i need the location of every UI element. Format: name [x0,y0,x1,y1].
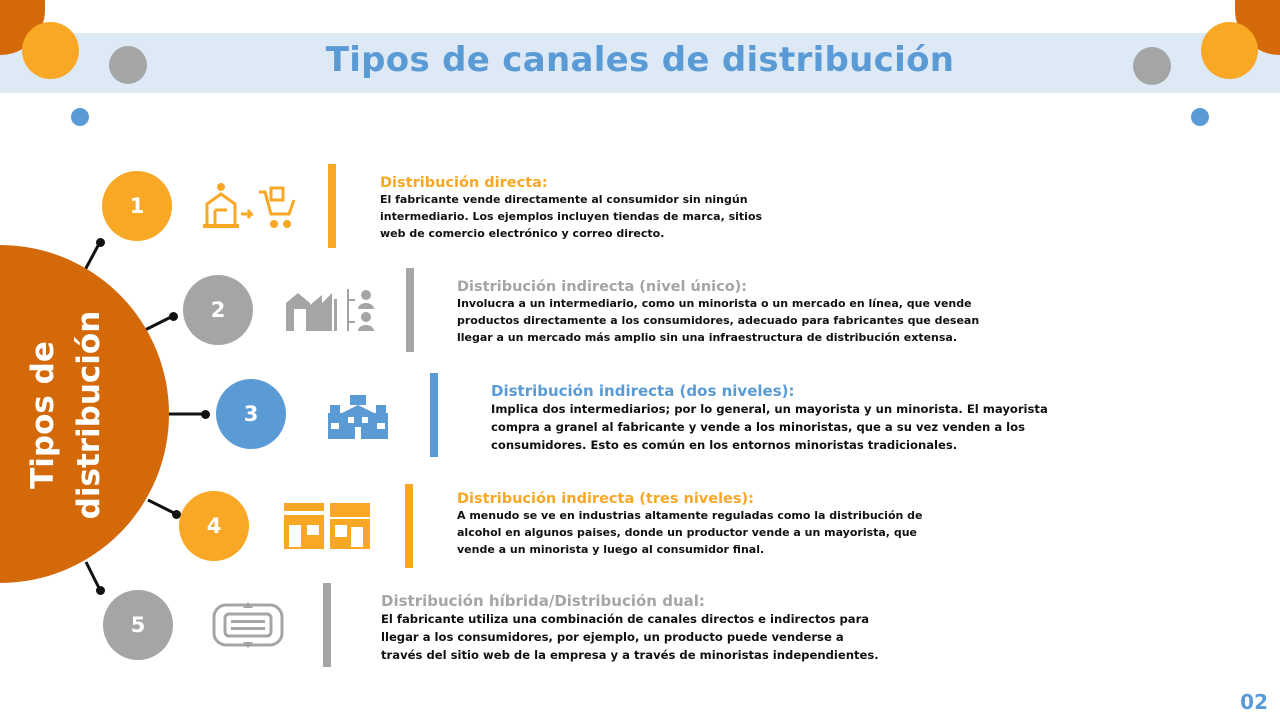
item-4: Distribución indirecta (tres niveles): A… [457,491,1117,558]
decor-circle [71,108,89,126]
page-title: Tipos de canales de distribución [325,40,955,80]
accent-bar [430,373,438,457]
factory-to-people-icon [286,289,374,331]
item-1: Distribución directa: El fabricante vend… [380,175,940,242]
page-number: 02 [1240,690,1268,714]
step-number-1: 1 [102,171,172,241]
item-title: Distribución directa: [380,175,548,191]
connector-dot [96,586,105,595]
hub-label-line2: distribución [71,310,107,520]
header-band [0,33,1280,93]
decor-circle [1191,108,1209,126]
decor-circle [109,46,147,84]
item-5: Distribución híbrida/Distribución dual: … [381,592,1081,664]
connector-dot [169,312,178,321]
step-number-4: 4 [179,491,249,561]
item-body: El fabricante vende directamente al cons… [380,193,763,240]
decor-circle [22,22,79,79]
accent-bar [405,484,413,568]
item-body: A menudo se ve en industrias altamente r… [457,509,923,556]
hybrid-channels-icon [212,602,284,648]
storefronts-icon [284,503,370,549]
decor-circle [1133,47,1171,85]
item-body: Implica dos intermediarios; por lo gener… [491,402,1048,452]
item-2: Distribución indirecta (nivel único): In… [457,279,1157,346]
factory-to-cart-icon [203,183,296,228]
item-body: Involucra a un intermediario, como un mi… [457,297,980,344]
connector-dot [201,410,210,419]
hub-label: Tipos de distribución [20,250,130,580]
step-number-5: 5 [103,590,173,660]
accent-bar [323,583,331,667]
hub-label-line1: Tipos de [25,341,61,489]
item-title: Distribución indirecta (tres niveles): [457,491,754,507]
connector-dot [96,238,105,247]
item-title: Distribución híbrida/Distribución dual: [381,592,705,610]
connector-dot [172,510,181,519]
item-title: Distribución indirecta (nivel único): [457,279,748,295]
item-body: El fabricante utiliza una combinación de… [381,612,879,662]
item-3: Distribución indirecta (dos niveles): Im… [491,382,1251,454]
accent-bar [406,268,414,352]
buildings-icon [328,395,388,439]
step-number-3: 3 [216,379,286,449]
accent-bar [328,164,336,248]
decor-circle [1201,22,1258,79]
item-title: Distribución indirecta (dos niveles): [491,382,795,400]
step-number-2: 2 [183,275,253,345]
